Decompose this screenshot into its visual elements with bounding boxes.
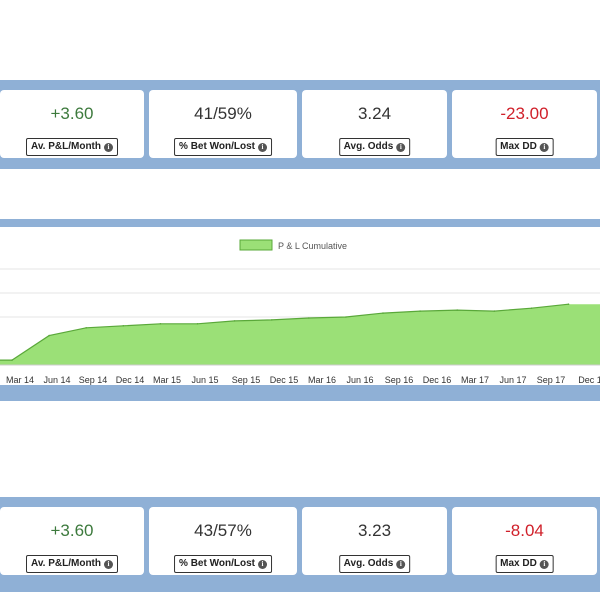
stat-value: -23.00 bbox=[500, 104, 549, 123]
data-point[interactable] bbox=[159, 323, 162, 325]
stat-card-av-pl-month: +3.60 Av. P&L/Month i bbox=[0, 507, 144, 575]
data-point[interactable] bbox=[493, 310, 496, 312]
x-tick-label: Mar 15 bbox=[152, 375, 182, 385]
x-tick-label: Dec 15 bbox=[269, 375, 299, 385]
x-tick-label: Mar 14 bbox=[5, 375, 35, 385]
stats-panel-top: +3.60 Av. P&L/Month i 41/59% % Bet Won/Lo… bbox=[0, 80, 600, 169]
stat-card-av-pl-month: +3.60 Av. P&L/Month i bbox=[0, 90, 144, 158]
x-tick-label: Dec 16 bbox=[422, 375, 452, 385]
data-point[interactable] bbox=[196, 323, 199, 325]
stat-value: 3.23 bbox=[357, 521, 392, 540]
data-point[interactable] bbox=[419, 310, 421, 312]
stat-label-text: Max DD bbox=[500, 141, 537, 152]
data-point[interactable] bbox=[233, 320, 236, 322]
stat-value: +3.60 bbox=[50, 521, 94, 540]
chart-svg: P & L Cumulative bbox=[0, 239, 600, 366]
data-point[interactable] bbox=[11, 359, 13, 361]
legend-swatch[interactable] bbox=[239, 239, 273, 251]
stat-label-text: Av. P&L/Month bbox=[31, 141, 101, 152]
stat-card-max-dd: -8.04 Max DD i bbox=[452, 507, 597, 575]
series-points bbox=[11, 303, 570, 361]
x-tick-label: Sep 16 bbox=[384, 375, 414, 385]
stat-value: +3.60 bbox=[50, 104, 94, 123]
stat-value: 41/59% bbox=[194, 104, 252, 123]
x-tick-label: Mar 17 bbox=[460, 375, 490, 385]
stat-label-max-dd[interactable]: Max DD i bbox=[495, 555, 554, 573]
data-point[interactable] bbox=[270, 319, 273, 321]
stat-label-text: Avg. Odds bbox=[343, 141, 394, 152]
stat-label-avg-odds[interactable]: Avg. Odds i bbox=[338, 555, 411, 573]
stat-label-max-dd[interactable]: Max DD i bbox=[495, 138, 554, 156]
stat-label-avg-odds[interactable]: Avg. Odds i bbox=[338, 138, 411, 156]
data-point[interactable] bbox=[530, 307, 533, 309]
stat-value: 3.24 bbox=[357, 104, 392, 123]
x-tick-label: Dec 14 bbox=[115, 375, 145, 385]
info-icon[interactable]: i bbox=[257, 142, 267, 152]
data-point[interactable] bbox=[85, 327, 87, 329]
x-tick-label: Dec 1 bbox=[578, 375, 600, 385]
x-tick-label: Mar 16 bbox=[307, 375, 337, 385]
stat-label-av-pl-month[interactable]: Av. P&L/Month i bbox=[26, 555, 118, 573]
stat-label-text: Max DD bbox=[500, 558, 537, 569]
stats-panel-bottom: +3.60 Av. P&L/Month i 43/57% % Bet Won/Lo… bbox=[0, 497, 600, 592]
info-icon[interactable]: i bbox=[104, 142, 113, 152]
stat-card-max-dd: -23.00 Max DD i bbox=[452, 90, 597, 158]
stat-card-avg-odds: 3.24 Avg. Odds i bbox=[302, 90, 447, 158]
stat-label-bet-won-lost[interactable]: % Bet Won/Lost i bbox=[174, 555, 272, 573]
chart-panel-frame: P & L Cumulative Mar 14 Jun 14 Sep 14 Dec 1… bbox=[0, 219, 600, 401]
data-point[interactable] bbox=[456, 309, 459, 311]
x-tick-label: Sep 17 bbox=[536, 375, 566, 385]
info-icon[interactable]: i bbox=[539, 559, 549, 569]
x-tick-label: Sep 14 bbox=[78, 375, 108, 385]
legend-label[interactable]: P & L Cumulative bbox=[278, 241, 347, 251]
pl-cumulative-chart: P & L Cumulative Mar 14 Jun 14 Sep 14 Dec 1… bbox=[0, 227, 600, 385]
data-point[interactable] bbox=[122, 325, 125, 327]
series-area bbox=[0, 304, 600, 365]
data-point[interactable] bbox=[567, 303, 570, 305]
stat-label-text: Avg. Odds bbox=[343, 558, 394, 569]
stat-label-av-pl-month[interactable]: Av. P&L/Month i bbox=[26, 138, 118, 156]
x-tick-label: Sep 15 bbox=[231, 375, 261, 385]
x-tick-label: Jun 15 bbox=[191, 375, 219, 385]
stat-label-text: % Bet Won/Lost bbox=[179, 141, 255, 152]
stat-label-text: % Bet Won/Lost bbox=[179, 558, 255, 569]
data-point[interactable] bbox=[308, 317, 310, 319]
stat-card-bet-won-lost: 41/59% % Bet Won/Lost i bbox=[149, 90, 297, 158]
info-icon[interactable]: i bbox=[257, 559, 267, 569]
info-icon[interactable]: i bbox=[539, 142, 549, 152]
data-point[interactable] bbox=[382, 312, 384, 314]
stat-value: -8.04 bbox=[505, 521, 544, 540]
stat-card-avg-odds: 3.23 Avg. Odds i bbox=[302, 507, 447, 575]
stat-label-bet-won-lost[interactable]: % Bet Won/Lost i bbox=[174, 138, 272, 156]
info-icon[interactable]: i bbox=[104, 559, 113, 569]
info-icon[interactable]: i bbox=[396, 559, 406, 569]
info-icon[interactable]: i bbox=[396, 142, 406, 152]
stat-label-text: Av. P&L/Month bbox=[31, 558, 101, 569]
x-tick-label: Jun 14 bbox=[43, 375, 71, 385]
stat-value: 43/57% bbox=[194, 521, 252, 540]
data-point[interactable] bbox=[48, 334, 50, 337]
data-point[interactable] bbox=[345, 316, 347, 318]
x-tick-label: Jun 16 bbox=[346, 375, 374, 385]
stat-card-bet-won-lost: 43/57% % Bet Won/Lost i bbox=[149, 507, 297, 575]
x-tick-label: Jun 17 bbox=[499, 375, 527, 385]
